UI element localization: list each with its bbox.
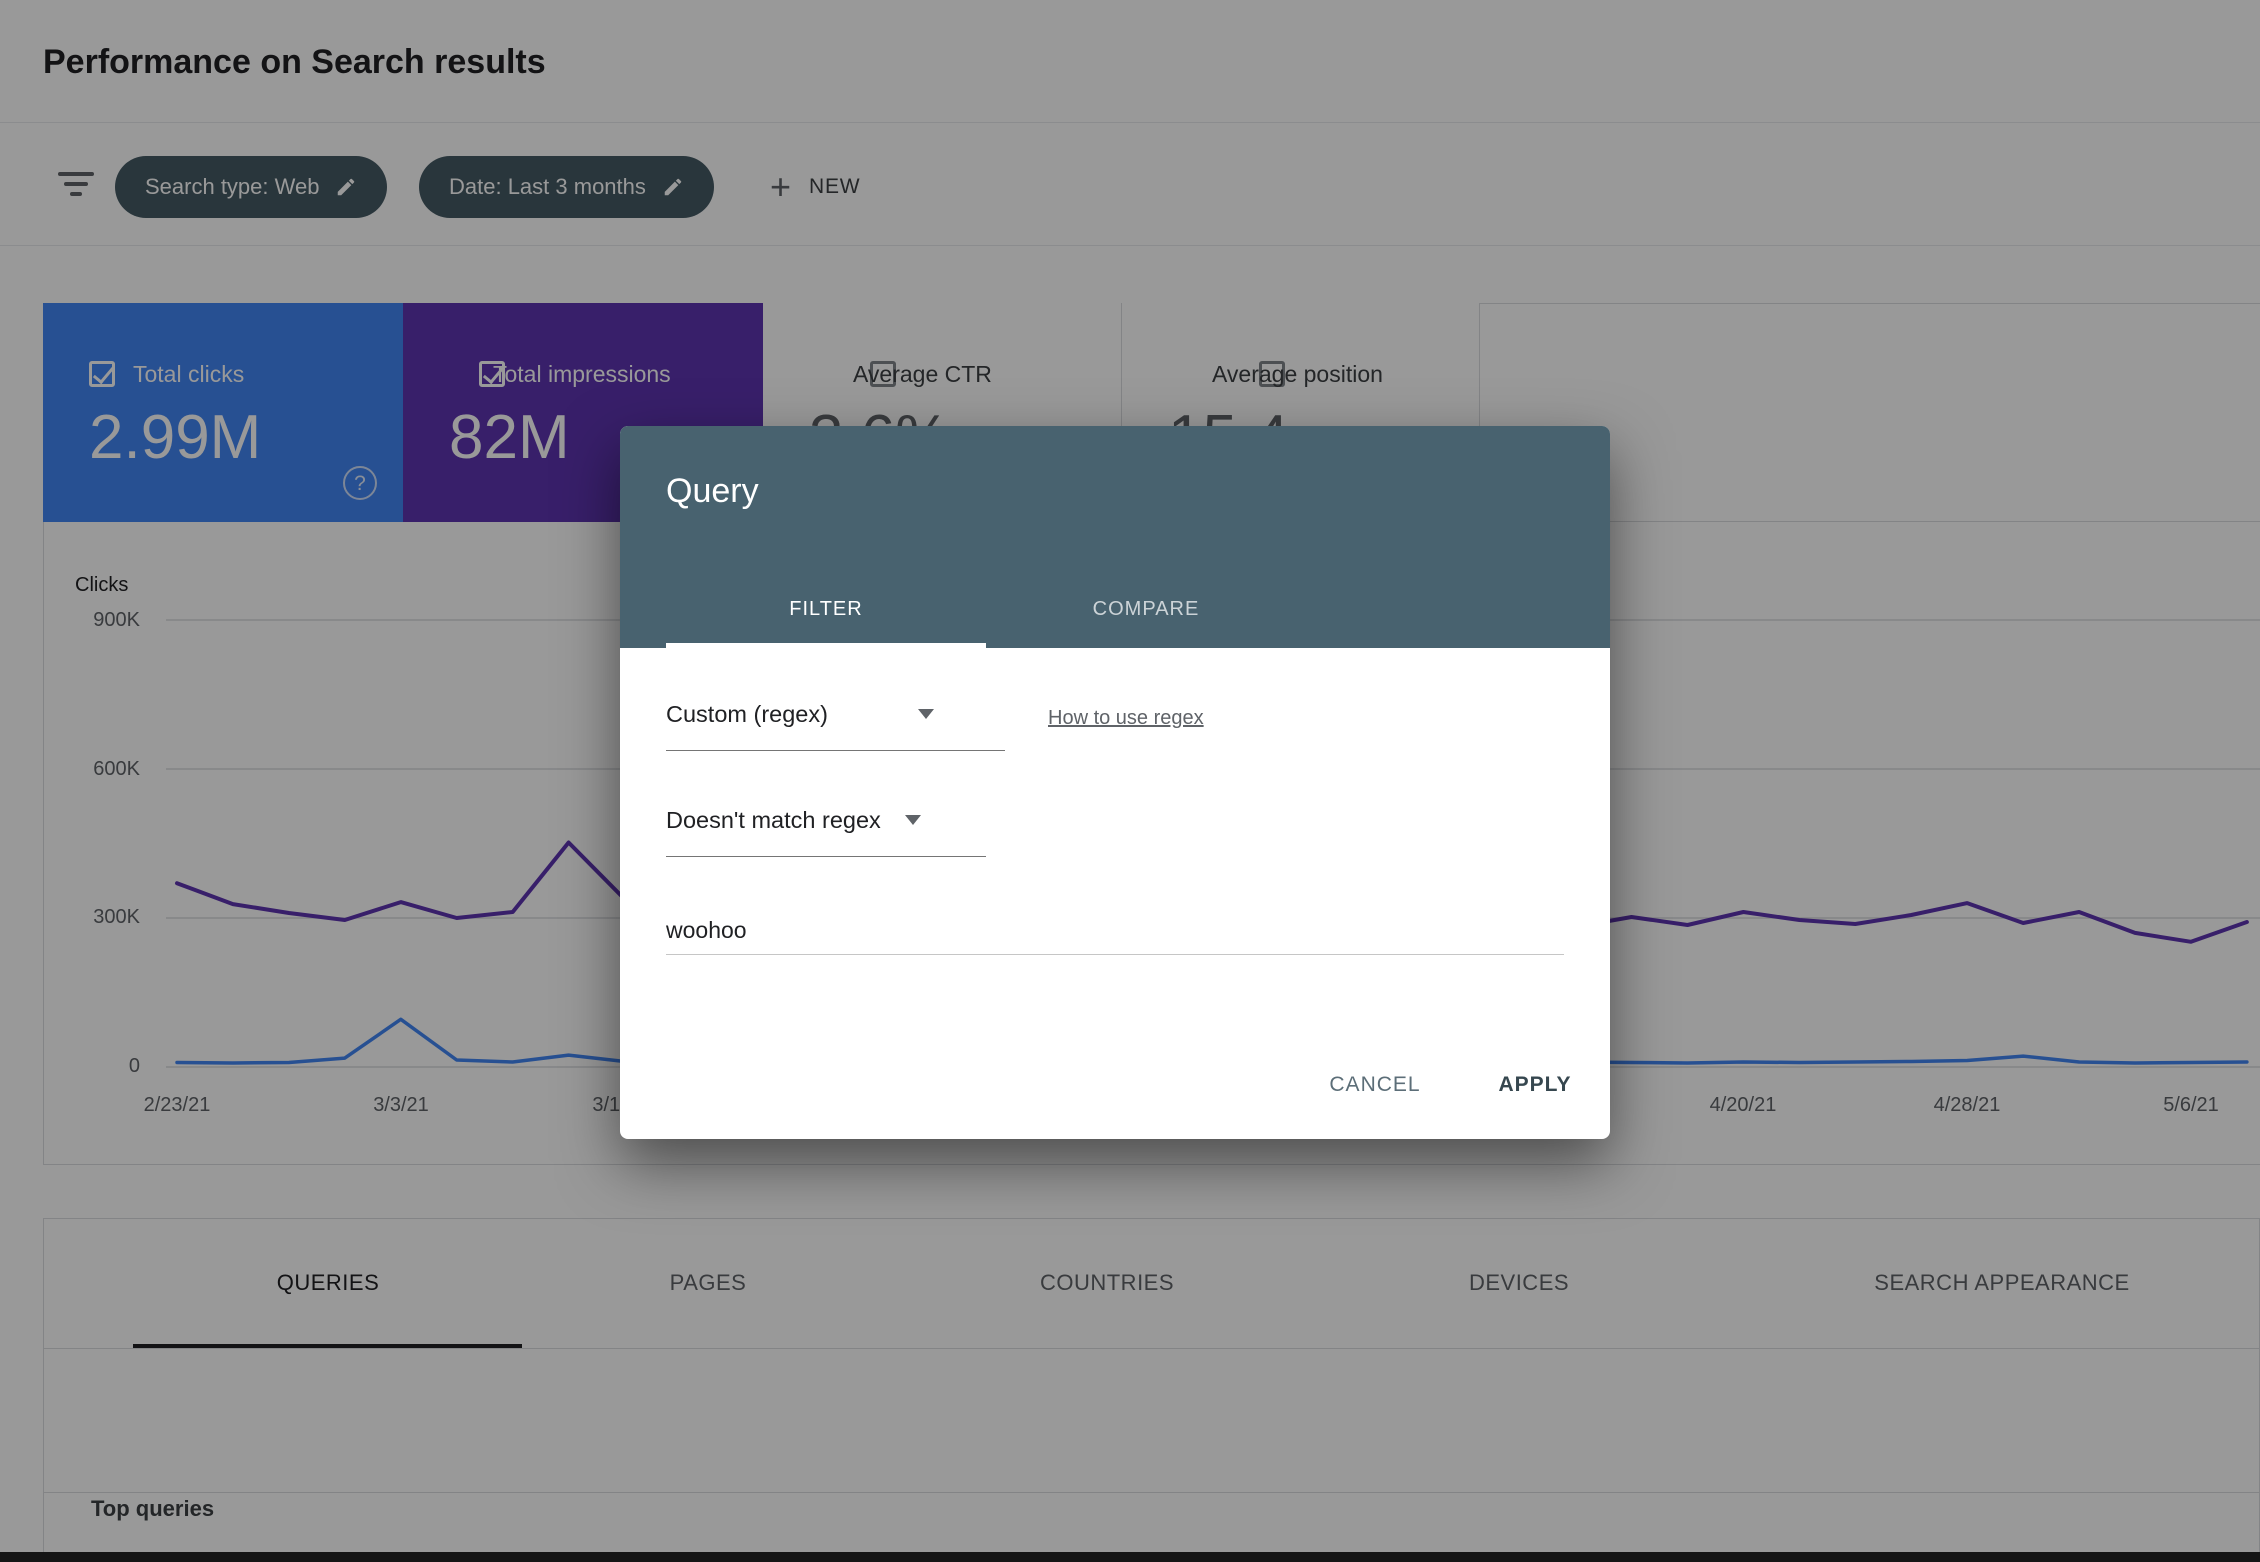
tab-queries[interactable]: QUERIES <box>276 1270 380 1295</box>
x-tick-4: 4/28/21 <box>1933 1094 2001 1116</box>
top-app-bar <box>0 0 2260 123</box>
tile-average-ctr-label: Average CTR <box>853 361 992 387</box>
y-tick-0: 0 <box>128 1055 140 1077</box>
y-tick-600k: 600K <box>93 758 140 780</box>
filter-type-value: Custom (regex) <box>666 701 828 727</box>
tab-devices[interactable]: DEVICES <box>1468 1270 1570 1295</box>
edit-pencil-icon <box>335 176 357 198</box>
date-range-chip-label: Date: Last 3 months <box>449 174 646 199</box>
dialog-title: Query <box>666 472 759 510</box>
bottom-strip <box>0 1552 2260 1562</box>
tab-pages[interactable]: PAGES <box>669 1270 747 1295</box>
checkbox-checked-icon[interactable] <box>89 361 115 387</box>
regex-value-input[interactable] <box>666 906 1564 955</box>
x-tick-0: 2/23/21 <box>143 1094 211 1116</box>
dropdown-caret-icon <box>904 815 921 825</box>
match-type-select[interactable]: Doesn't match regex <box>666 804 921 836</box>
x-tick-3: 4/20/21 <box>1709 1094 1777 1116</box>
match-type-underline <box>666 856 986 857</box>
y-tick-300k: 300K <box>93 906 140 928</box>
table-header-divider <box>44 1492 2260 1493</box>
search-type-chip[interactable]: Search type: Web <box>115 156 388 218</box>
checkbox-unchecked-icon[interactable] <box>869 361 896 387</box>
query-filter-dialog: Query FILTER COMPARE Custom (regex) How … <box>620 426 1610 1139</box>
tab-search-appearance[interactable]: SEARCH APPEARANCE <box>1874 1270 2130 1295</box>
new-filter-button[interactable]: + NEW <box>770 156 860 218</box>
checkbox-unchecked-icon[interactable] <box>1259 361 1286 387</box>
dialog-header <box>620 426 1610 648</box>
cancel-button[interactable]: CANCEL <box>1300 1062 1450 1108</box>
tile-average-position-label: Average position <box>1212 361 1383 387</box>
regex-help-link[interactable]: How to use regex <box>1048 707 1204 729</box>
active-tab-underline <box>133 1344 522 1348</box>
checkbox-checked-icon[interactable] <box>479 361 506 387</box>
tabs-divider <box>44 1348 2260 1349</box>
dialog-active-tab-underline <box>666 643 986 648</box>
date-range-chip[interactable]: Date: Last 3 months <box>419 156 714 218</box>
tile-total-clicks-value: 2.99M <box>89 403 262 472</box>
chart-y-axis-title: Clicks <box>75 574 129 596</box>
filter-type-underline <box>666 750 1005 751</box>
tile-total-impressions-value: 82M <box>449 403 570 472</box>
dropdown-caret-icon <box>917 709 934 719</box>
x-tick-5: 5/6/21 <box>2163 1094 2219 1116</box>
page-title: Performance on Search results <box>43 43 546 81</box>
tile-total-impressions-label: Total impressions <box>493 361 671 387</box>
x-tick-1: 3/3/21 <box>373 1094 429 1116</box>
dimension-table-card <box>43 1218 2260 1562</box>
y-tick-900k: 900K <box>93 609 140 631</box>
search-type-chip-label: Search type: Web <box>145 174 320 199</box>
tab-countries[interactable]: COUNTRIES <box>1039 1270 1175 1295</box>
tile-total-clicks-label: Total clicks <box>133 361 245 387</box>
top-queries-header: Top queries <box>91 1496 215 1521</box>
dialog-tab-compare[interactable]: COMPARE <box>1036 586 1256 632</box>
help-circle-icon[interactable]: ? <box>343 466 377 500</box>
plus-icon: + <box>770 166 792 207</box>
filter-list-icon[interactable] <box>58 172 94 203</box>
apply-button[interactable]: APPLY <box>1460 1062 1610 1108</box>
match-type-value: Doesn't match regex <box>666 807 881 833</box>
dialog-tab-filter[interactable]: FILTER <box>716 586 936 632</box>
filter-type-select[interactable]: Custom (regex) <box>666 698 934 730</box>
edit-pencil-icon <box>662 176 684 198</box>
new-filter-label: NEW <box>809 175 861 198</box>
